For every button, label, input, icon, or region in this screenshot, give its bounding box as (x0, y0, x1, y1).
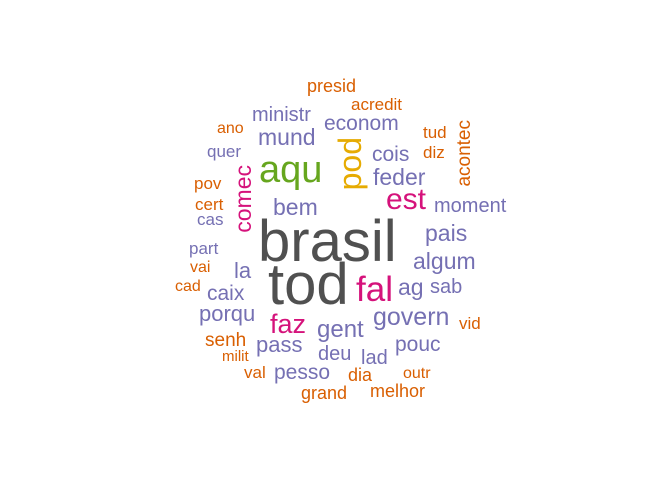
word-moment: moment (434, 195, 507, 217)
word-grand: grand (301, 383, 348, 403)
word-ano: ano (217, 120, 244, 137)
word-cas: cas (197, 210, 224, 229)
word-algum: algum (413, 248, 476, 274)
word-pais: pais (425, 220, 468, 246)
word-comec: comec (230, 165, 256, 233)
word-pouc: pouc (395, 333, 441, 356)
word-senh: senh (205, 330, 247, 351)
word-aqu: aqu (259, 149, 323, 191)
word-dia: dia (348, 365, 373, 385)
word-la: la (234, 258, 252, 283)
word-acontec: acontec (454, 120, 475, 187)
word-pesso: pesso (274, 361, 331, 384)
word-ministr: ministr (252, 104, 311, 126)
word-pod: pod (332, 137, 368, 191)
word-mund: mund (258, 124, 316, 150)
word-diz: diz (423, 143, 445, 162)
word-presid: presid (307, 76, 357, 96)
word-lad: lad (361, 347, 388, 369)
word-caix: caix (207, 282, 245, 305)
word-sab: sab (430, 276, 463, 298)
word-pass: pass (256, 332, 303, 357)
word-est: est (386, 183, 427, 216)
word-govern: govern (373, 303, 450, 331)
word-gent: gent (317, 316, 364, 343)
word-outr: outr (403, 365, 431, 382)
word-econom: econom (324, 112, 399, 135)
word-brasil: brasil (258, 209, 397, 274)
word-cert: cert (195, 195, 224, 214)
word-acredit: acredit (351, 95, 403, 114)
word-val: val (244, 363, 266, 382)
word-vai: vai (190, 259, 211, 276)
word-tud: tud (423, 123, 447, 142)
word-milit: milit (222, 348, 249, 365)
word-feder: feder (373, 164, 426, 190)
word-faz: faz (270, 309, 307, 339)
word-porqu: porqu (199, 301, 256, 326)
word-quer: quer (207, 142, 242, 161)
word-tod: tod (268, 252, 349, 317)
word-melhor: melhor (370, 381, 426, 401)
word-part: part (189, 239, 219, 258)
word-cois: cois (372, 143, 410, 166)
word-deu: deu (318, 343, 352, 365)
word-cad: cad (175, 278, 201, 295)
word-pov: pov (194, 174, 222, 193)
word-vid: vid (459, 314, 481, 333)
word-bem: bem (273, 194, 318, 220)
word-ag: ag (398, 274, 424, 300)
word-fal: fal (356, 270, 393, 309)
